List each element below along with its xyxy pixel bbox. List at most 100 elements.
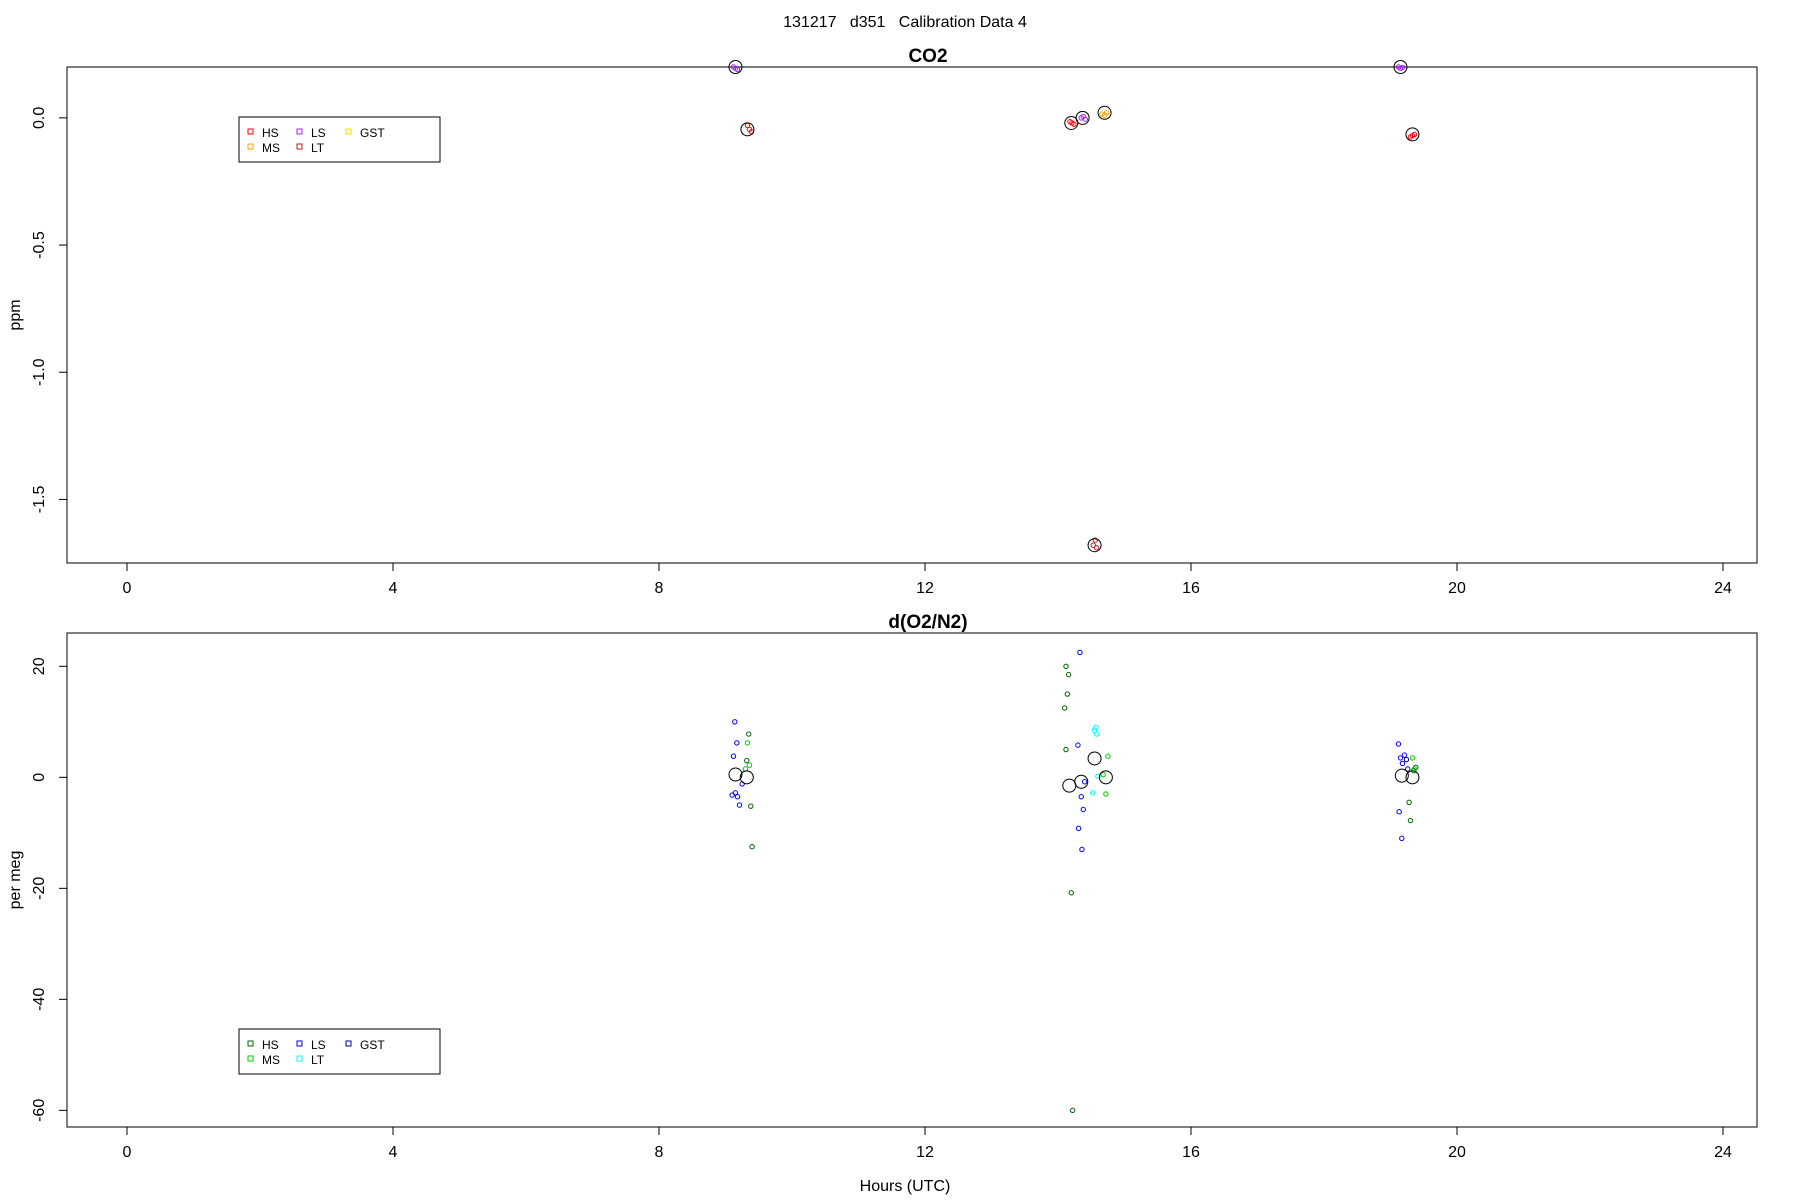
co2-mean-marker (1087, 538, 1102, 553)
co2-legend-ls-marker (296, 128, 303, 135)
o2-point-hs (1063, 746, 1069, 753)
o2-legend-hs: HS (262, 1038, 279, 1052)
o2-point-ms (746, 762, 753, 768)
o2-legend-gst-marker (345, 1040, 352, 1047)
co2-point-hs (1411, 131, 1418, 138)
co2-y-tick-label: -0.5 (31, 231, 48, 259)
co2-x-tick-label: 16 (1182, 580, 1200, 597)
o2-point-hs (1063, 663, 1069, 670)
co2-x-tick-label: 0 (123, 580, 132, 597)
co2-legend-ms-marker (247, 143, 254, 150)
o2-point-hs (1068, 890, 1075, 896)
o2-mean-marker (1074, 774, 1089, 789)
co2-legend-ls: LS (311, 126, 326, 140)
co2-x-tick-label: 12 (916, 580, 934, 597)
o2-point-ls (1396, 809, 1402, 815)
o2-legend-ms: MS (262, 1053, 280, 1067)
o2-point-hs (1065, 671, 1072, 678)
o2-point-lt (1093, 724, 1099, 731)
co2-y-tick-label: -1.0 (31, 358, 48, 386)
o2-legend-ls: LS (311, 1038, 326, 1052)
o2-mean-marker (739, 770, 754, 785)
co2-point-lt (1092, 537, 1098, 543)
co2-legend-lt-marker (296, 143, 303, 150)
o2-point-gst (1405, 766, 1411, 772)
o2-point-hs (744, 757, 750, 764)
co2-legend-lt: LT (311, 141, 325, 155)
o2-point-hs (746, 731, 752, 737)
o2-x-tick-label: 20 (1448, 1144, 1466, 1161)
o2-point-ls (1075, 825, 1082, 832)
co2-mean-marker (1405, 127, 1420, 142)
o2-y-tick-label: -40 (31, 988, 48, 1011)
o2-x-tick-label: 0 (123, 1144, 132, 1161)
o2-xlabel: Hours (UTC) (860, 1178, 951, 1195)
o2-point-hs (1064, 691, 1071, 697)
o2-legend-lt-marker (296, 1055, 303, 1062)
co2-point-ls (734, 66, 741, 73)
co2-y-tick-label: 0.0 (31, 107, 48, 129)
o2-mean-marker (728, 767, 743, 782)
o2-x-tick-label: 4 (389, 1144, 398, 1161)
co2-legend-hs: HS (262, 126, 279, 140)
o2-point-ms (1105, 753, 1111, 759)
co2-x-tick-label: 20 (1448, 580, 1466, 597)
o2-point-hs (749, 843, 755, 850)
o2-legend-ls-marker (296, 1040, 303, 1047)
co2-point-hs (1407, 134, 1414, 140)
o2-point-hs (1407, 817, 1414, 824)
o2-point-hs (1061, 705, 1068, 711)
co2-panel: CO2 ppm 0 4 8 12 16 20 24 0.0 -0.5 -1.0 -1.5 HS LS… (7, 46, 1758, 597)
o2-mean-marker (1098, 770, 1113, 785)
o2-point-ls (732, 719, 738, 725)
co2-mean-marker (1393, 60, 1408, 74)
o2-mean-marker (1087, 751, 1102, 766)
o2-point-ms (1103, 791, 1109, 797)
o2-point-gst (1403, 756, 1410, 763)
o2-legend-gst: GST (360, 1038, 385, 1052)
o2-point-ls (1080, 806, 1086, 813)
o2-points (728, 649, 1420, 1114)
co2-point-lt (1093, 545, 1100, 551)
co2-mean-marker (1075, 110, 1090, 125)
o2-point-ls (729, 792, 735, 798)
o2-point-lt (1093, 731, 1100, 737)
o2-panel: d(O2/N2) per meg Hours (UTC) 0 4 8 12 16 20 24… (7, 612, 1758, 1195)
o2-point-ms (1409, 755, 1416, 761)
co2-mean-marker (728, 60, 743, 74)
o2-x-tick-label: 12 (916, 1144, 934, 1161)
o2-point-ls (1399, 835, 1405, 842)
o2-legend-lt: LT (311, 1053, 325, 1067)
o2-point-ls (1395, 741, 1402, 747)
co2-title: CO2 (908, 46, 947, 67)
o2-point-ls (1397, 755, 1404, 761)
o2-point-ls (734, 740, 740, 746)
o2-point-hs (1406, 799, 1412, 805)
co2-y-tick-label: -1.5 (31, 486, 48, 514)
o2-ylabel: per meg (7, 851, 24, 910)
o2-point-ls (1401, 752, 1408, 758)
o2-point-ls (1081, 779, 1088, 785)
o2-ticks: 0 4 8 12 16 20 24 20 0 -20 -40 -60 (31, 657, 1732, 1161)
o2-point-hs (1069, 1107, 1076, 1114)
co2-points (728, 60, 1420, 553)
co2-mean-marker (740, 122, 755, 137)
co2-legend-box (238, 116, 441, 163)
o2-point-ls (736, 802, 743, 808)
o2-legend-hs-marker (247, 1040, 254, 1047)
o2-y-tick-label: 0 (31, 773, 48, 782)
co2-point-hs (1071, 121, 1077, 127)
o2-mean-marker (1062, 778, 1077, 793)
o2-y-tick-label: 20 (31, 657, 48, 675)
o2-point-ms (1100, 771, 1106, 778)
o2-legend: HS LS GST MS LT (238, 1028, 441, 1075)
o2-x-tick-label: 16 (1182, 1144, 1200, 1161)
o2-point-ls (1079, 846, 1085, 853)
co2-x-tick-label: 24 (1714, 580, 1732, 597)
co2-legend-hs-marker (247, 128, 254, 135)
co2-point-ms (1103, 110, 1110, 116)
o2-y-tick-label: -20 (31, 877, 48, 900)
o2-point-ls (1075, 742, 1081, 748)
o2-point-ls (734, 794, 741, 800)
